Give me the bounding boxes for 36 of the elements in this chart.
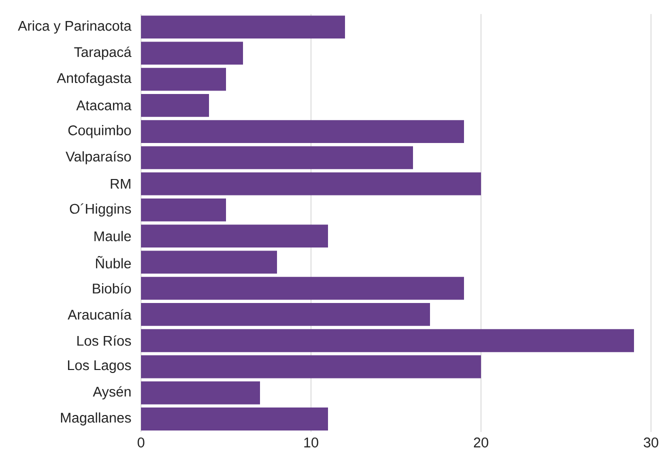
bar	[141, 224, 328, 248]
y-tick-label: Ñuble	[96, 256, 131, 268]
bar	[141, 172, 482, 196]
y-tick-label: Arica y Parinacota	[18, 20, 132, 34]
y-tick-label: Los Lagos	[68, 360, 131, 373]
x-tick-label: 0	[138, 438, 144, 448]
bar	[141, 329, 634, 352]
bar	[141, 94, 209, 117]
bar	[141, 16, 346, 39]
y-tick-label: Biobío	[92, 283, 131, 294]
bar	[141, 355, 482, 378]
bar	[141, 120, 464, 144]
y-tick-label: Maule	[94, 230, 131, 242]
bar	[141, 250, 278, 274]
y-tick-label: O´Higgins	[70, 203, 131, 217]
y-tick-label: Aysén	[92, 386, 131, 400]
bar	[141, 407, 328, 430]
bar	[141, 146, 414, 170]
y-tick-label: RM	[110, 179, 130, 189]
y-tick-label: Los Ríos	[77, 335, 131, 346]
y-tick-label: Antofagasta	[56, 72, 132, 86]
y-tick-label: Valparaíso	[66, 151, 131, 164]
bar	[141, 198, 226, 222]
bar	[141, 276, 464, 300]
y-tick-label: Tarapacá	[74, 46, 132, 60]
x-tick-label: 10	[304, 438, 318, 448]
y-tick-label: Araucanía	[68, 309, 132, 320]
bar	[141, 302, 430, 326]
bar	[141, 42, 243, 65]
y-tick-label: Coquimbo	[68, 125, 131, 138]
x-tick-label: 30	[644, 438, 658, 448]
x-tick-label: 20	[474, 438, 488, 448]
bar	[141, 381, 260, 404]
bar	[141, 68, 226, 91]
y-tick-label: Magallanes	[61, 412, 131, 426]
y-tick-label: Atacama	[76, 100, 132, 110]
